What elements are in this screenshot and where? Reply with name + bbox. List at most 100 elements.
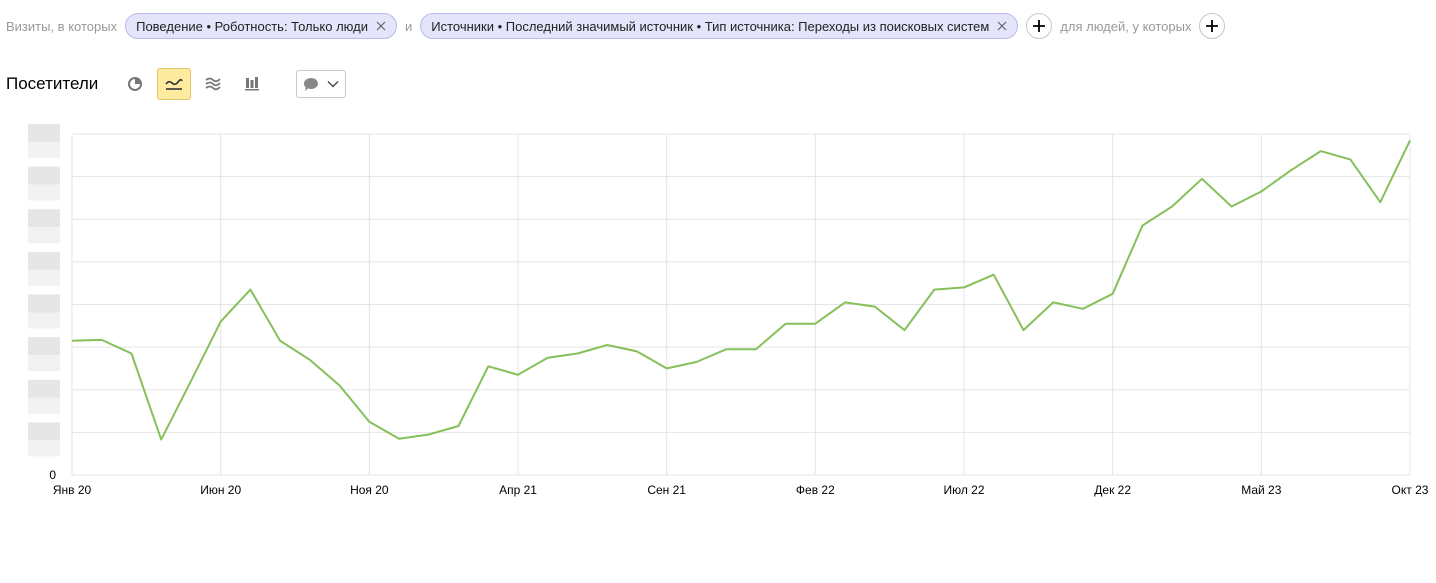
x-tick-label: Июл 22: [943, 483, 984, 497]
data-point[interactable]: [869, 301, 881, 313]
data-point[interactable]: [512, 369, 524, 381]
data-point[interactable]: [334, 379, 346, 391]
data-point[interactable]: [215, 316, 227, 328]
x-tick-label: Дек 22: [1094, 483, 1131, 497]
filter-chip-label: Источники • Последний значимый источник …: [431, 18, 990, 34]
hidden-y-tick-label: [28, 184, 60, 201]
data-point[interactable]: [809, 318, 821, 330]
data-point[interactable]: [1047, 296, 1059, 308]
chevron-down-icon: [327, 81, 339, 88]
filter-chip-source-type[interactable]: Источники • Последний значимый источник …: [420, 13, 1019, 39]
hidden-y-tick-label: [28, 142, 60, 158]
hidden-y-tick-label: [28, 355, 60, 372]
data-point[interactable]: [155, 434, 167, 446]
data-point[interactable]: [661, 362, 673, 374]
line-chart-icon: [165, 78, 184, 90]
data-point[interactable]: [750, 343, 762, 355]
area-chart-icon: [205, 77, 221, 91]
data-point[interactable]: [1107, 288, 1119, 300]
data-point[interactable]: [1196, 173, 1208, 185]
filter-prefix-label: Визиты, в которых: [6, 18, 118, 34]
pie-chart-icon: [128, 77, 143, 91]
comment-icon: [304, 77, 319, 91]
x-tick-label: Апр 21: [499, 483, 537, 497]
x-tick-label: Июн 20: [200, 483, 241, 497]
data-point[interactable]: [423, 429, 435, 441]
data-point[interactable]: [1166, 200, 1178, 212]
hidden-y-tick-label: [28, 251, 60, 270]
data-point[interactable]: [988, 269, 1000, 281]
data-point[interactable]: [1345, 154, 1357, 166]
plus-icon: [1033, 20, 1046, 32]
bar-chart-button[interactable]: [235, 68, 269, 100]
data-point[interactable]: [1404, 134, 1416, 146]
data-point[interactable]: [274, 335, 286, 347]
filter-joiner: и: [404, 18, 413, 34]
data-point[interactable]: [1255, 186, 1267, 198]
data-point[interactable]: [542, 352, 554, 364]
hidden-y-tick-label: [28, 379, 60, 398]
data-point[interactable]: [958, 281, 970, 293]
data-point[interactable]: [125, 348, 137, 360]
data-point[interactable]: [1077, 303, 1089, 315]
x-tick-label: Янв 20: [53, 483, 92, 497]
line-chart-button[interactable]: [157, 68, 192, 100]
data-point[interactable]: [482, 360, 494, 372]
hidden-y-tick-label: [28, 422, 60, 441]
data-point[interactable]: [1017, 324, 1029, 336]
data-point[interactable]: [631, 345, 643, 357]
plus-icon: [1206, 20, 1219, 32]
pie-chart-button[interactable]: [118, 68, 152, 100]
hidden-y-tick-label: [28, 337, 60, 356]
close-icon[interactable]: [995, 19, 1009, 33]
data-point[interactable]: [780, 318, 792, 330]
data-point[interactable]: [928, 284, 940, 296]
filter-bar: Визиты, в которых Поведение • Роботность…: [6, 12, 1226, 40]
hidden-y-tick-label: [28, 269, 60, 286]
data-point[interactable]: [690, 356, 702, 368]
hidden-y-tick-label: [28, 227, 60, 244]
data-point[interactable]: [1285, 164, 1297, 176]
y-axis-hidden-labels: [28, 124, 60, 457]
data-point[interactable]: [393, 433, 405, 445]
hidden-y-tick-label: [28, 124, 60, 142]
data-point[interactable]: [720, 343, 732, 355]
series-line: [71, 139, 1411, 441]
hidden-y-tick-label: [28, 209, 60, 228]
add-people-filter-button[interactable]: [1199, 13, 1226, 39]
hidden-y-tick-label: [28, 397, 60, 414]
data-point[interactable]: [839, 296, 851, 308]
data-point[interactable]: [66, 335, 78, 347]
data-point[interactable]: [1226, 200, 1238, 212]
hidden-y-tick-label: [28, 294, 60, 313]
hidden-y-tick-label: [28, 312, 60, 329]
area-chart-button[interactable]: [196, 68, 230, 100]
x-tick-label: Ноя 20: [350, 483, 389, 497]
filter-chip-robotness[interactable]: Поведение • Роботность: Только люди: [125, 13, 397, 39]
data-point[interactable]: [363, 416, 375, 428]
data-point[interactable]: [1315, 145, 1327, 157]
data-point[interactable]: [453, 420, 465, 432]
data-point[interactable]: [304, 354, 316, 366]
data-point[interactable]: [601, 339, 613, 351]
data-point[interactable]: [96, 334, 108, 346]
x-tick-label: Фев 22: [796, 483, 835, 497]
chart-toolbar: Посетители: [6, 68, 347, 100]
add-visit-filter-button[interactable]: [1026, 13, 1053, 39]
hidden-y-tick-label: [28, 440, 60, 457]
x-tick-label: Окт 23: [1392, 483, 1429, 497]
people-filter-label: для людей, у которых: [1060, 18, 1192, 34]
data-point[interactable]: [185, 375, 197, 387]
data-point[interactable]: [571, 348, 583, 360]
data-point[interactable]: [1136, 220, 1148, 232]
data-point[interactable]: [899, 324, 911, 336]
data-point[interactable]: [244, 284, 256, 296]
data-point[interactable]: [1374, 196, 1386, 208]
hidden-y-tick-label: [28, 166, 60, 185]
x-tick-label: Сен 21: [647, 483, 686, 497]
notes-dropdown[interactable]: [296, 70, 347, 98]
close-icon[interactable]: [374, 19, 388, 33]
filter-chip-label: Поведение • Роботность: Только люди: [136, 18, 368, 34]
x-tick-label: Май 23: [1241, 483, 1282, 497]
